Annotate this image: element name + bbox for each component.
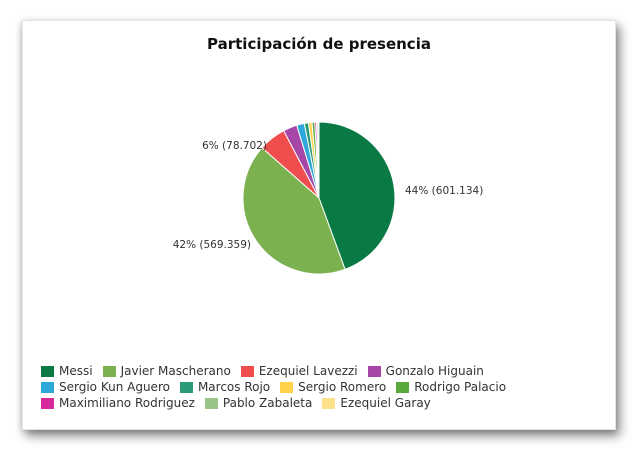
legend-item[interactable]: Messi [41,363,93,379]
legend-swatch [280,381,294,393]
legend-swatch [367,365,381,377]
legend-label: Gonzalo Higuain [385,364,484,378]
legend-label: Javier Mascherano [120,364,231,378]
pie-chart: 44% (601.134) 42% (569.359) 6% (78.702) [173,121,483,275]
legend-label: Sergio Kun Aguero [59,380,170,394]
legend-label: Ezequiel Lavezzi [258,364,358,378]
legend-item[interactable]: Rodrigo Palacio [396,379,506,395]
legend-item[interactable]: Maximiliano Rodriguez [41,395,195,411]
legend-item[interactable]: Sergio Romero [280,379,386,395]
legend-swatch [396,381,410,393]
legend-item[interactable]: Pablo Zabaleta [204,395,313,411]
slice-data-label: 44% (601.134) [405,185,483,197]
legend-swatch [41,381,54,393]
legend-item[interactable]: Sergio Kun Aguero [41,379,170,395]
legend-label: Marcos Rojo [197,380,271,394]
legend-item[interactable]: Marcos Rojo [179,379,271,395]
legend-label: Sergio Romero [298,380,387,394]
legend-item[interactable]: Ezequiel Lavezzi [240,363,358,379]
pie-slice-messi[interactable] [318,121,396,271]
legend-label: Pablo Zabaleta [222,396,313,410]
legend-swatch [41,397,54,409]
legend-item[interactable]: Ezequiel Garay [322,395,431,411]
legend-label: Maximiliano Rodriguez [59,396,195,410]
legend-swatch [204,397,218,409]
chart-title: Participación de presencia [207,35,431,53]
chart-legend: Messi Javier Mascherano Ezequiel Lavezzi Go… [41,363,611,411]
legend-swatch [41,365,54,377]
slice-data-label: 42% (569.359) [173,239,251,251]
legend-swatch [322,397,336,409]
legend-label: Ezequiel Garay [340,396,431,410]
legend-swatch [240,365,254,377]
pie-slice-javier-mascherano[interactable] [242,147,346,275]
slice-data-label: 6% (78.702) [202,140,267,152]
legend-item[interactable]: Gonzalo Higuain [367,363,484,379]
pie-slice-ezequiel-garay[interactable] [317,121,320,199]
legend-label: Rodrigo Palacio [414,380,507,394]
chart-card: Participación de presencia 44% (601.134)… [22,20,616,430]
legend-label: Messi [59,364,93,378]
legend-item[interactable]: Javier Mascherano [102,363,231,379]
legend-swatch [102,365,116,377]
legend-swatch [179,381,193,393]
